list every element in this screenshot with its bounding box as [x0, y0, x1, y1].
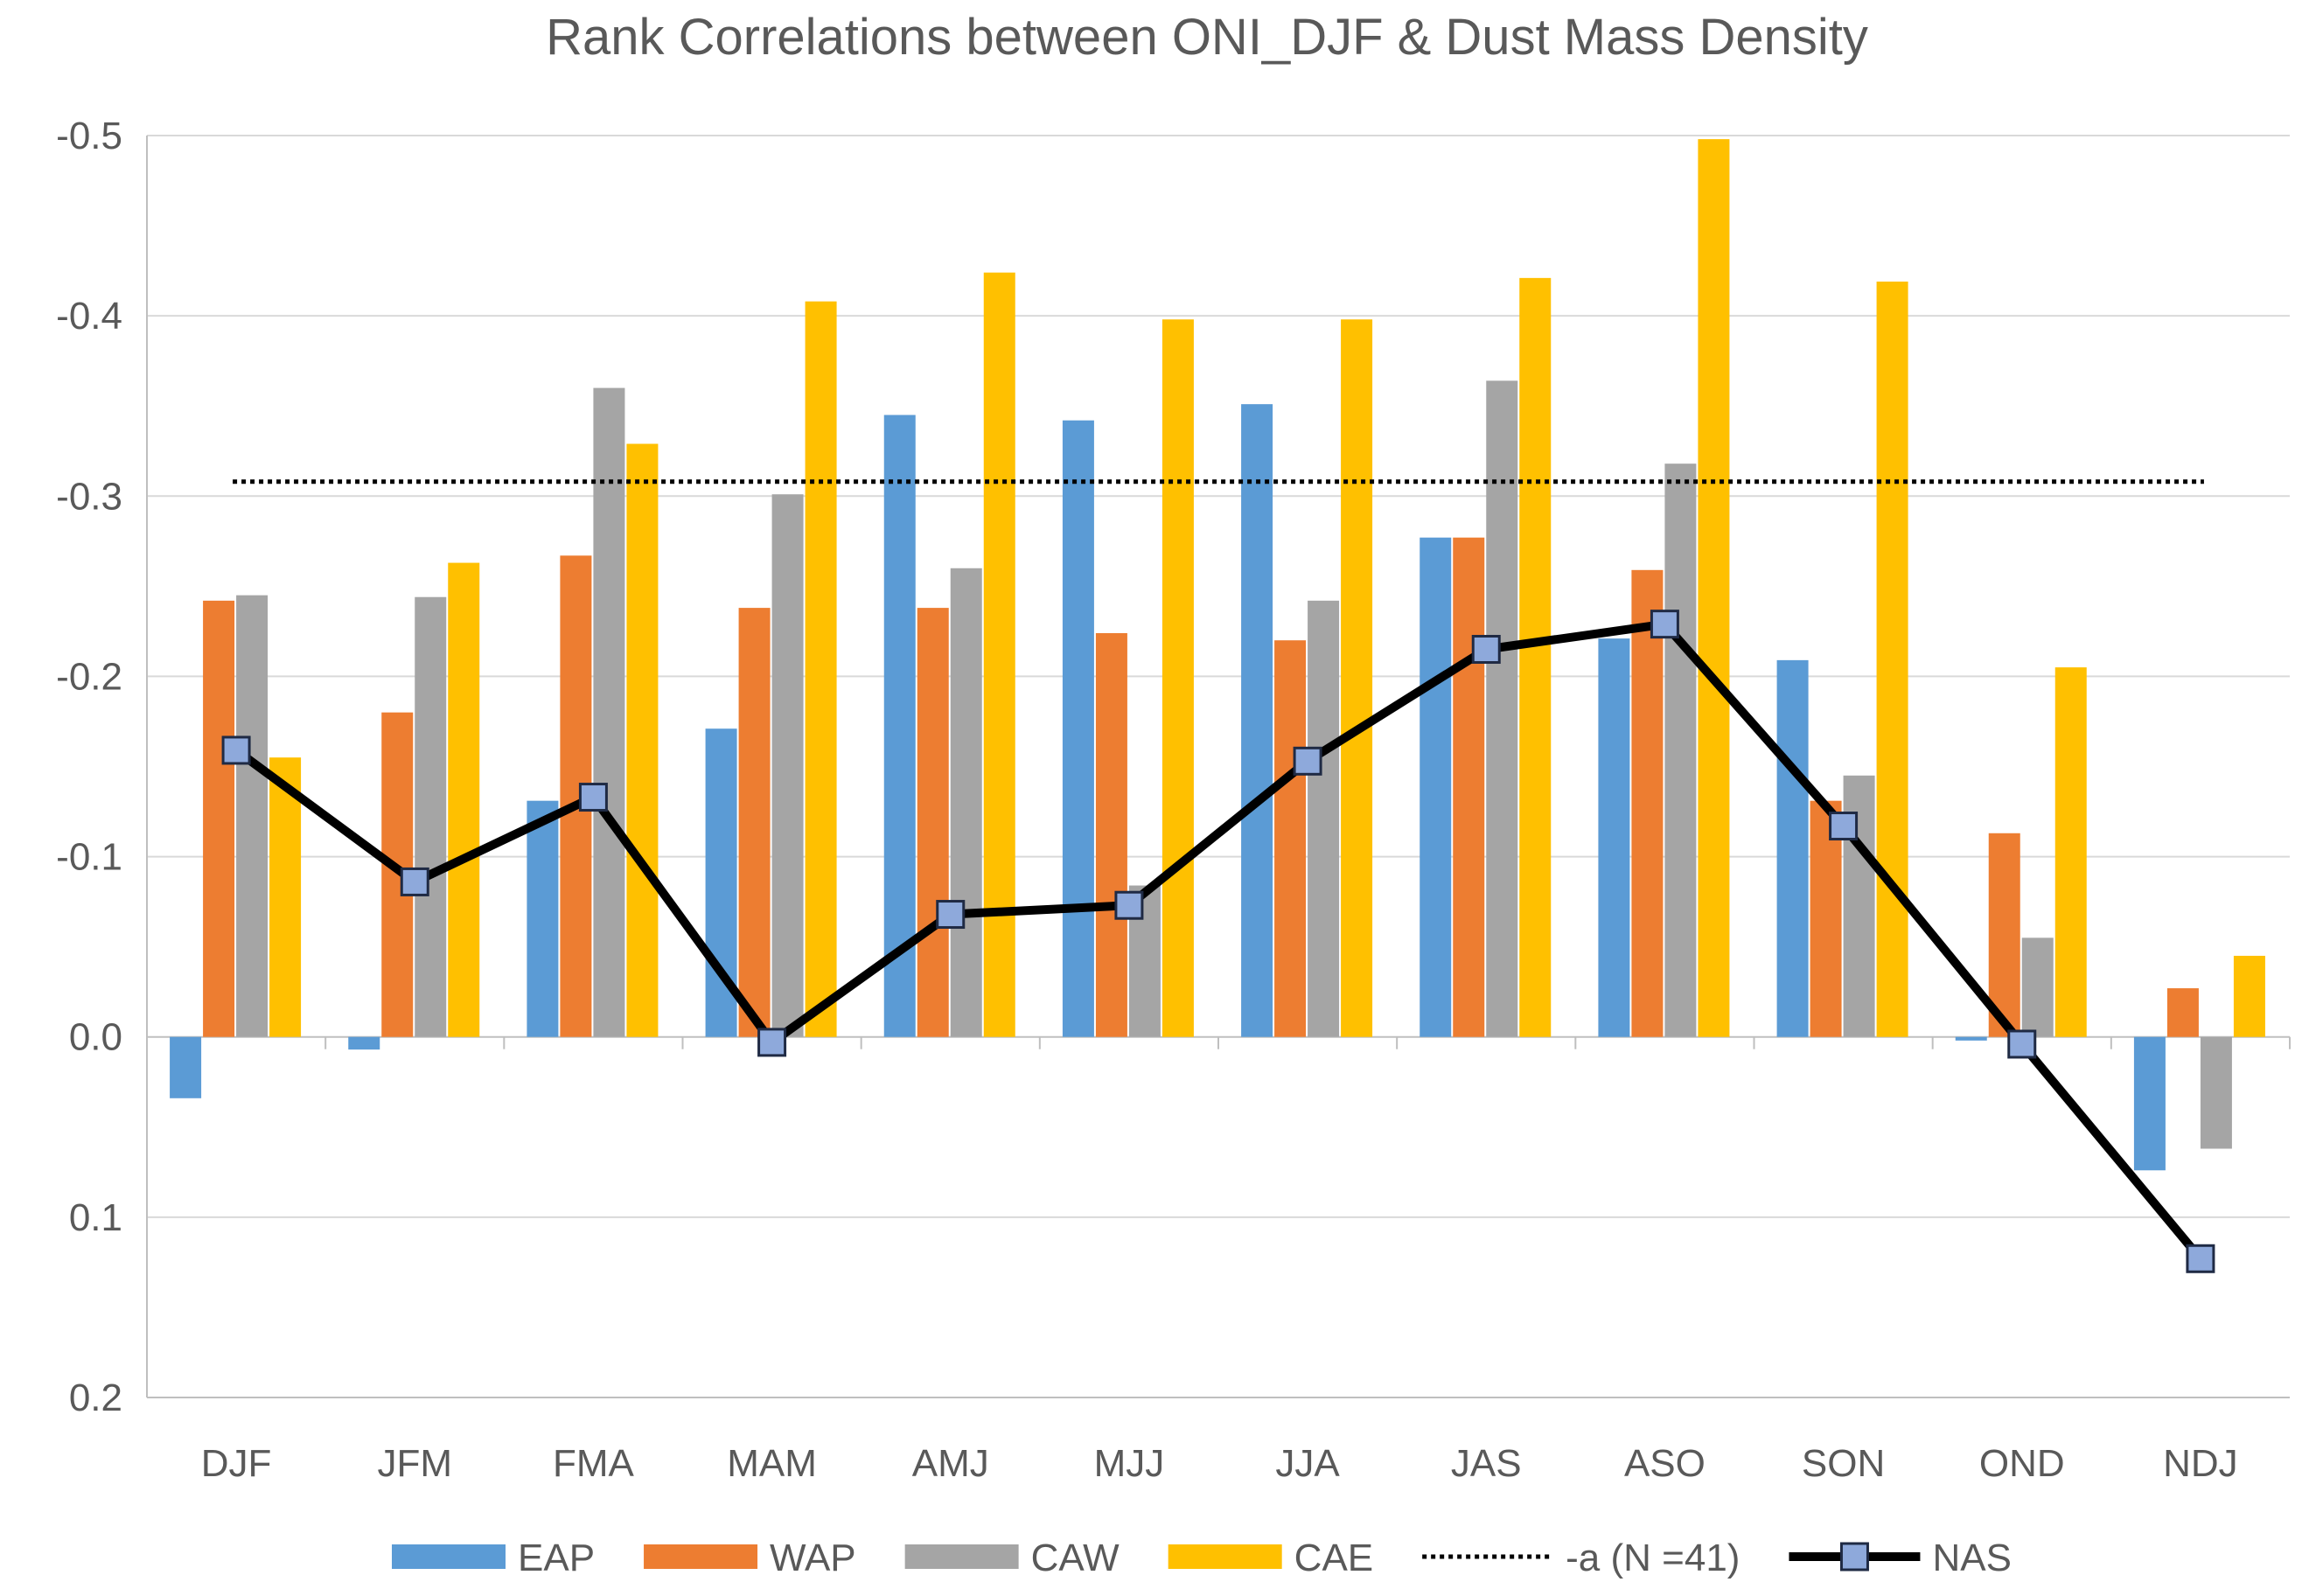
bar-eap-fma: [527, 800, 559, 1037]
y-tick-label: -0.1: [56, 836, 122, 879]
legend-marker: [1839, 1542, 1869, 1572]
bar-caw-jas: [1486, 380, 1518, 1037]
bar-wap-amj: [917, 608, 949, 1037]
nas-line: [234, 619, 2204, 1262]
bar-wap-mjj: [1095, 632, 1127, 1037]
nas-marker-mjj: [1114, 890, 1144, 920]
bar-cae-ndj: [2233, 955, 2265, 1037]
nas-marker-djf: [221, 735, 251, 765]
legend-label: EAP: [518, 1537, 595, 1579]
bar-caw-ond: [2021, 937, 2054, 1037]
legend-label: WAP: [770, 1537, 856, 1579]
bar-cae-son: [1876, 281, 1908, 1037]
x-tick-label: ASO: [1624, 1442, 1706, 1485]
nas-marker-jas: [1471, 635, 1501, 665]
bar-cae-jfm: [448, 562, 480, 1037]
x-tick-label: DJF: [201, 1442, 272, 1485]
x-tick-label: FMA: [553, 1442, 635, 1485]
legend-swatch: [644, 1544, 758, 1569]
bar-cae-fma: [626, 443, 659, 1037]
x-tick-label: JAS: [1451, 1442, 1522, 1485]
x-tick-label: SON: [1802, 1442, 1885, 1485]
x-tick-label: AMJ: [912, 1442, 989, 1485]
legend-swatch: [1168, 1544, 1282, 1569]
bar-wap-aso: [1631, 569, 1664, 1037]
legend-swatch: [392, 1544, 506, 1569]
bar-eap-jas: [1420, 537, 1452, 1037]
nas-marker-ndj: [2186, 1244, 2215, 1273]
nas-marker-mam: [757, 1028, 787, 1057]
legend-item-eap: EAP: [392, 1537, 595, 1579]
nas-marker-jja: [1293, 746, 1322, 776]
bar-wap-jja: [1274, 640, 1307, 1037]
nas-marker-amj: [936, 900, 966, 930]
y-tick-label: -0.3: [56, 475, 122, 518]
bar-cae-amj: [983, 272, 1015, 1037]
nas-marker-ond: [2007, 1029, 2037, 1059]
x-tick-label: NDJ: [2163, 1442, 2238, 1485]
y-tick-label: 0.1: [69, 1196, 122, 1239]
bar-cae-mam: [805, 301, 837, 1037]
bar-cae-jja: [1341, 319, 1373, 1037]
x-tick-label: MJJ: [1094, 1442, 1165, 1485]
y-tick-label: -0.4: [56, 295, 122, 338]
legend-item-wap: WAP: [644, 1537, 856, 1579]
bar-wap-ond: [1988, 833, 2020, 1037]
nas-marker-son: [1829, 812, 1859, 841]
axes: -0.5 -0.4 -0.3 -0.2 -0.1 0.0 0.1 0.2 DJF JFM FMA MA…: [56, 115, 2291, 1485]
bar-caw-mam: [771, 494, 804, 1037]
nas-marker-aso: [1650, 610, 1679, 639]
gridlines: [147, 135, 2290, 1218]
bar-eap-amj: [883, 415, 916, 1037]
bar-cae-djf: [269, 757, 302, 1037]
bar-cae-aso: [1698, 139, 1730, 1037]
bars: [170, 139, 2265, 1171]
x-tick-label: JFM: [377, 1442, 452, 1485]
bar-wap-djf: [203, 600, 235, 1037]
bar-caw-djf: [236, 595, 269, 1037]
bar-eap-ond: [1955, 1036, 1987, 1041]
legend-item--a-n-41-: -a (N =41): [1422, 1537, 1740, 1579]
bar-caw-ndj: [2200, 1036, 2232, 1149]
bar-caw-jfm: [415, 596, 447, 1037]
y-tick-label: 0.2: [69, 1376, 122, 1419]
bar-eap-jja: [1241, 404, 1273, 1037]
bar-eap-ndj: [2133, 1036, 2166, 1171]
bar-wap-ndj: [2166, 988, 2199, 1037]
y-tick-label: 0.0: [69, 1016, 122, 1059]
bar-cae-ond: [2054, 667, 2087, 1037]
legend-label: CAW: [1031, 1537, 1120, 1579]
bar-eap-jfm: [348, 1036, 380, 1050]
legend-label: NAS: [1932, 1537, 2011, 1579]
bar-eap-aso: [1598, 638, 1630, 1037]
lines: [221, 479, 2215, 1273]
y-tick-label: -0.2: [56, 655, 122, 698]
bar-eap-mjj: [1062, 420, 1094, 1037]
bar-caw-aso: [1664, 463, 1697, 1037]
bar-wap-mam: [738, 608, 771, 1037]
nas-marker-jfm: [400, 867, 429, 896]
legend-item-caw: CAW: [904, 1537, 1120, 1579]
legend-swatch: [904, 1544, 1019, 1569]
bar-caw-jja: [1308, 600, 1340, 1037]
x-tick-label: JJA: [1275, 1442, 1340, 1485]
bar-eap-son: [1776, 659, 1809, 1037]
legend-item-cae: CAE: [1168, 1537, 1373, 1579]
bar-cae-mjj: [1161, 319, 1194, 1037]
nas-marker-fma: [578, 783, 608, 812]
x-tick-label: MAM: [727, 1442, 817, 1485]
bar-cae-jas: [1519, 277, 1552, 1037]
x-tick-label: OND: [1979, 1442, 2065, 1485]
bar-wap-jas: [1453, 537, 1485, 1037]
bar-caw-amj: [950, 568, 982, 1037]
legend-item-nas: NAS: [1789, 1537, 2012, 1579]
legend-label: CAE: [1294, 1537, 1373, 1579]
legend: EAP WAP CAW CAE -a (N =41) NAS: [392, 1537, 2012, 1579]
chart-title: Rank Correlations between ONI_DJF & Dust…: [546, 9, 1868, 66]
bar-caw-fma: [593, 387, 625, 1037]
y-tick-label: -0.5: [56, 115, 122, 157]
bar-eap-djf: [170, 1036, 202, 1098]
legend-label: -a (N =41): [1566, 1537, 1740, 1579]
